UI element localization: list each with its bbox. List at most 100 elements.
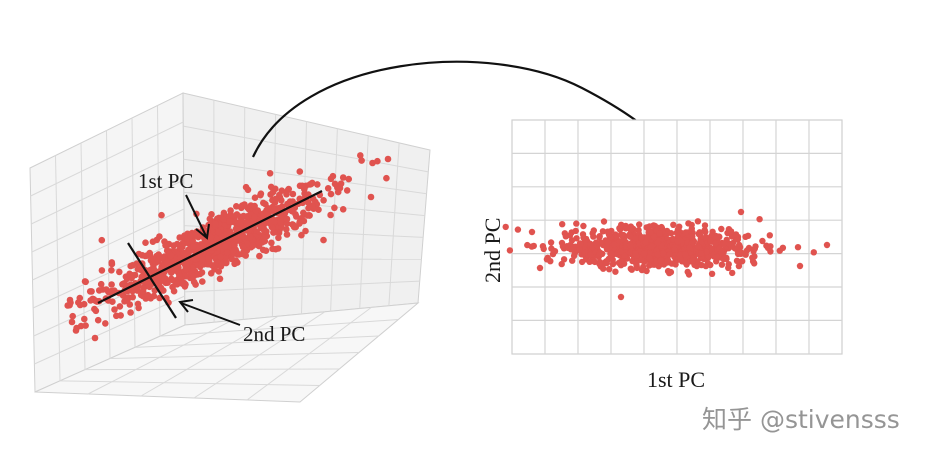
scatter-point xyxy=(127,309,134,316)
back-left-gridline xyxy=(31,150,184,225)
projected-point xyxy=(823,241,831,249)
projected-point xyxy=(544,254,551,261)
scatter-point xyxy=(343,187,351,194)
scatter-point xyxy=(239,250,246,258)
scatter-point xyxy=(180,249,188,257)
projected-point xyxy=(698,261,705,269)
scatter-point xyxy=(157,284,165,292)
projected-point xyxy=(559,243,567,250)
scatter-point xyxy=(215,268,223,275)
back-left-gridline xyxy=(32,208,185,281)
y-axis-label: 2nd PC xyxy=(480,218,505,283)
projected-point xyxy=(611,241,618,248)
projected-point xyxy=(506,247,514,254)
projected-point xyxy=(604,238,612,246)
scatter-point xyxy=(336,184,344,192)
projected-point xyxy=(587,240,594,247)
scatter-point xyxy=(69,312,76,320)
scatter-point xyxy=(268,239,275,247)
scatter-point xyxy=(149,238,157,245)
scatter-point xyxy=(308,179,316,187)
scatter-point xyxy=(345,175,353,183)
projected-point xyxy=(590,227,597,234)
scatter-point xyxy=(236,220,244,227)
scatter-point xyxy=(176,272,183,280)
3d-scatter-points xyxy=(64,152,392,342)
scatter-point xyxy=(298,231,305,239)
scatter-point xyxy=(277,218,284,226)
scatter-point xyxy=(367,193,375,201)
back-left-gridline xyxy=(31,179,184,253)
scatter-point xyxy=(262,247,270,254)
scatter-point xyxy=(144,291,152,299)
scatter-point xyxy=(108,281,115,288)
scatter-point xyxy=(87,297,94,304)
scatter-point xyxy=(178,243,186,251)
scatter-point xyxy=(270,206,278,213)
scatter-point xyxy=(167,252,175,260)
projected-point xyxy=(572,227,579,235)
scatter-point xyxy=(283,191,290,198)
projected-point xyxy=(612,268,619,275)
projected-point xyxy=(536,264,544,272)
projected-point xyxy=(684,268,691,276)
projected-point xyxy=(502,223,509,231)
scatter-point xyxy=(108,267,115,274)
right-2d-plot: 1st PC 2nd PC xyxy=(480,119,843,392)
scatter-point xyxy=(329,172,337,180)
projected-point xyxy=(592,239,600,246)
pc1-axis-line xyxy=(97,190,323,304)
scatter-point xyxy=(138,273,145,281)
projected-point xyxy=(617,248,624,255)
back-left-gridline xyxy=(34,295,185,365)
projected-point xyxy=(695,230,702,237)
floor-gridline xyxy=(140,315,279,397)
scatter-point xyxy=(233,203,240,210)
projected-point xyxy=(672,261,679,268)
projected-point xyxy=(567,246,575,253)
scatter-point xyxy=(292,223,300,231)
projected-point xyxy=(667,230,675,237)
projected-point xyxy=(560,256,568,263)
projected-point xyxy=(666,251,673,258)
projected-point xyxy=(689,257,696,264)
scatter-point xyxy=(240,233,247,240)
scatter-point xyxy=(278,223,285,231)
scatter-point xyxy=(68,318,76,326)
scatter-point xyxy=(327,211,334,219)
projected-point xyxy=(702,228,709,236)
scatter-point xyxy=(339,174,347,181)
scatter-point xyxy=(289,198,297,205)
scatter-point xyxy=(383,174,390,182)
scatter-point xyxy=(116,303,124,310)
projected-point xyxy=(580,234,587,241)
projected-point xyxy=(683,261,690,268)
scatter-point xyxy=(82,322,89,329)
scatter-point xyxy=(249,242,257,249)
scatter-point xyxy=(212,234,220,242)
projected-point xyxy=(632,250,639,257)
scatter-point xyxy=(283,215,291,223)
projected-point xyxy=(756,216,763,223)
back-right-gridline xyxy=(359,135,369,309)
projected-point xyxy=(615,259,623,267)
scatter-point xyxy=(283,220,291,227)
projected-point xyxy=(591,258,598,266)
projected-point xyxy=(671,246,678,253)
projected-point xyxy=(694,218,702,225)
projected-point xyxy=(618,221,625,228)
scatter-point xyxy=(205,255,212,262)
projected-point xyxy=(620,260,628,267)
scatter-point xyxy=(261,237,269,245)
projected-point xyxy=(732,231,740,238)
scatter-point xyxy=(158,211,165,219)
scatter-point xyxy=(339,206,347,213)
back-right-gridline xyxy=(330,128,338,312)
scatter-point xyxy=(217,253,224,261)
projected-point xyxy=(603,244,610,251)
projected-point xyxy=(632,235,639,242)
projected-point xyxy=(638,234,645,241)
scatter-point xyxy=(154,258,162,265)
watermark: 知乎 @stivensss xyxy=(702,405,900,434)
projected-point xyxy=(551,248,559,255)
